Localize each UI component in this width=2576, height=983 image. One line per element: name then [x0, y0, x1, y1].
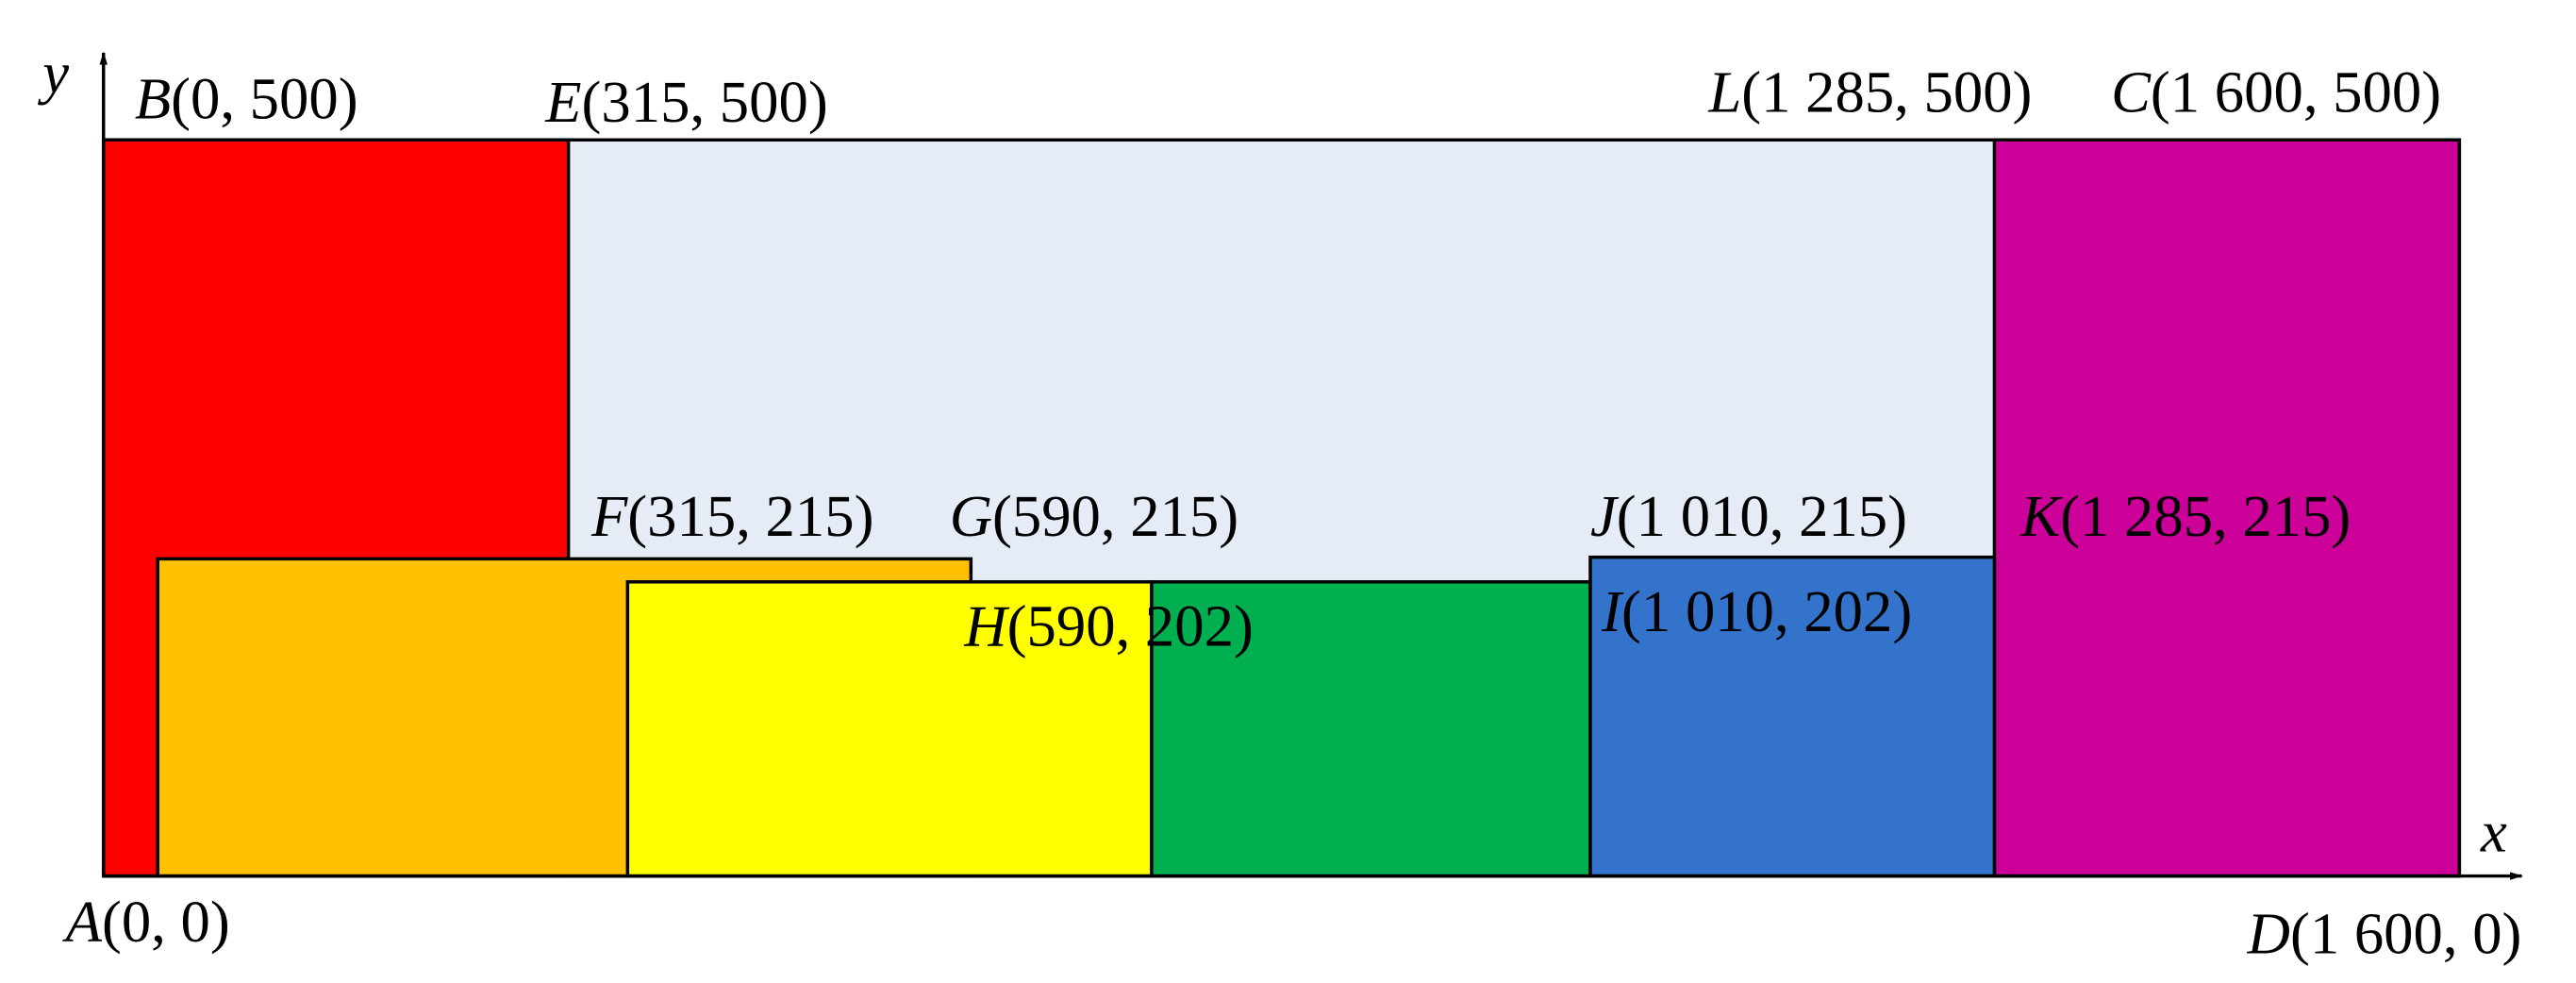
point-labels: B(0, 500) E(315, 500) L(1 285, 500) C(1 600… [62, 59, 2522, 967]
point-letter: B [135, 66, 171, 132]
point-label: J(1 010, 215) [1590, 483, 1907, 549]
region-magenta [1992, 138, 2462, 878]
point-letter: K [2019, 483, 2063, 549]
region-yellow [625, 580, 1154, 878]
point-label: B(0, 500) [135, 66, 358, 132]
point-label: E(315, 500) [544, 69, 827, 135]
point-letter: F [590, 483, 628, 549]
point-letter: D [2247, 900, 2290, 966]
point-label: H(590, 202) [963, 593, 1253, 659]
point-letter: L [1707, 59, 1741, 125]
point-label: I(1 010, 202) [1601, 578, 1912, 644]
point-letter: E [544, 69, 581, 135]
point-coords: (1 600, 500) [2151, 59, 2441, 125]
point-coords: (0, 0) [102, 889, 230, 955]
point-coords: (0, 500) [171, 66, 357, 132]
point-letter: A [62, 889, 103, 955]
point-label: D(1 600, 0) [2247, 900, 2522, 966]
point-label: C(1 600, 500) [2111, 59, 2441, 125]
point-label: L(1 285, 500) [1707, 59, 2032, 125]
point-label: F(315, 215) [590, 483, 873, 549]
point-coords: (590, 215) [992, 483, 1238, 549]
point-coords: (1 285, 500) [1741, 59, 2032, 125]
point-letter: H [963, 593, 1010, 659]
point-letter: C [2111, 59, 2152, 125]
point-coords: (590, 202) [1007, 593, 1254, 659]
point-label: A(0, 0) [62, 889, 230, 955]
point-letter: G [950, 483, 992, 549]
region-green [1150, 580, 1592, 878]
point-coords: (315, 215) [627, 483, 873, 549]
point-letter: I [1601, 578, 1624, 644]
point-coords: (1 010, 215) [1617, 483, 1907, 549]
point-coords: (315, 500) [582, 69, 828, 135]
y-axis-label: y [37, 40, 69, 106]
point-letter: J [1590, 483, 1620, 549]
x-axis-label: x [2480, 798, 2507, 864]
point-label: K(1 285, 215) [2019, 483, 2351, 549]
point-coords: (1 010, 202) [1621, 578, 1912, 644]
point-label: G(590, 215) [950, 483, 1238, 549]
point-coords: (1 600, 0) [2290, 900, 2522, 966]
point-coords: (1 285, 215) [2060, 483, 2351, 549]
